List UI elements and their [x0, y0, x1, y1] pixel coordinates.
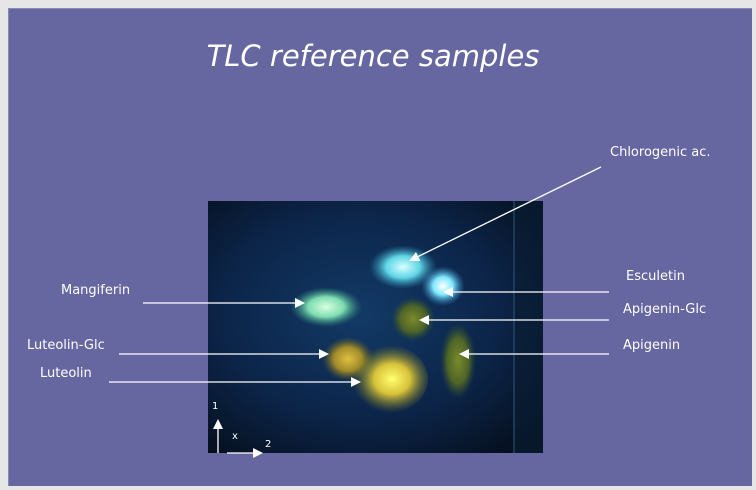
label-chlorogenic: Chlorogenic ac. — [610, 145, 711, 160]
arrow-chlorogenic — [409, 166, 602, 261]
label-apigenin-glc: Apigenin-Glc — [623, 302, 707, 317]
slide-title: TLC reference samples — [206, 39, 540, 73]
label-esculetin: Esculetin — [626, 269, 685, 284]
slide: TLC reference samples — [8, 8, 752, 486]
annotation-arrows — [109, 166, 609, 458]
label-mangiferin: Mangiferin — [61, 283, 131, 298]
label-apigenin: Apigenin — [623, 338, 681, 353]
label-luteolin-glc: Luteolin-Glc — [27, 338, 105, 353]
tlc-plate-image — [208, 201, 543, 453]
axis-label-origin: x — [232, 431, 238, 442]
label-luteolin: Luteolin — [40, 366, 92, 381]
axis-label-1: 1 — [212, 401, 219, 412]
axis-label-2: 2 — [265, 439, 272, 450]
